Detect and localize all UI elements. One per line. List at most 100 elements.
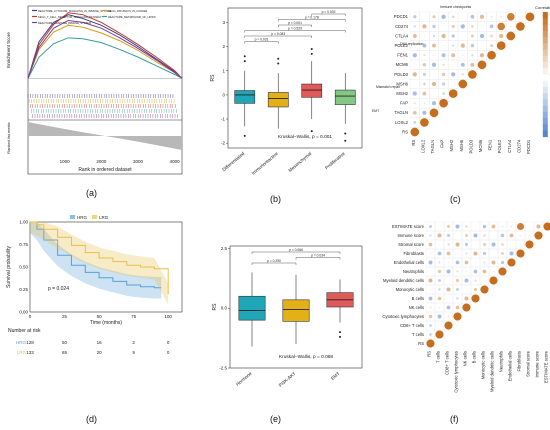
- corr-circle: [412, 91, 417, 96]
- grid-cell: [470, 293, 481, 304]
- corr-circle: [430, 271, 431, 272]
- group-label: EMT: [372, 109, 379, 113]
- row-label: CD8+ T cells: [400, 323, 424, 328]
- col-label: POLD3: [468, 139, 473, 153]
- x-tick-label: EMT: [330, 371, 341, 381]
- corr-circle: [452, 83, 454, 85]
- col-label: T cells: [436, 351, 441, 363]
- corr-circle: [455, 305, 460, 310]
- corr-circle: [428, 314, 433, 319]
- corr-circle: [429, 333, 432, 336]
- x-tick-label: 50: [97, 314, 103, 319]
- es-curve-4: [27, 19, 183, 79]
- box-hormone: [238, 295, 266, 321]
- panel-f: ESTIMATE score Immune score Stromal score F…: [370, 212, 550, 412]
- corr-circle: [412, 110, 417, 115]
- corr-circle: [491, 242, 496, 247]
- corr-circle: [455, 260, 460, 265]
- col-label: RS: [427, 351, 432, 357]
- legend-label: LRG: [99, 215, 109, 220]
- row-label: MSH6: [396, 81, 408, 86]
- grid-cell: [515, 21, 526, 32]
- corr-circle: [446, 287, 451, 292]
- corr-circle: [490, 44, 494, 48]
- legend-label: HRG: [77, 215, 87, 220]
- corr-circle: [500, 233, 505, 238]
- comparison-bracket: [244, 41, 279, 44]
- y-axis-label: RS: [210, 74, 216, 82]
- x-tick-label: 25: [62, 314, 68, 319]
- x-tick-label: Differentiated: [221, 151, 245, 173]
- corr-circle: [451, 34, 455, 38]
- corr-circle: [483, 261, 486, 264]
- risk-table-title: Number at risk: [8, 328, 41, 334]
- y-axis-label: RS: [212, 303, 218, 311]
- comparison-bracket: [278, 19, 346, 22]
- corr-circle: [442, 82, 446, 86]
- risk-count: 16: [97, 340, 103, 345]
- corr-circle: [442, 63, 445, 66]
- y-axis-label: Enrichment Score: [6, 32, 11, 68]
- corr-circle: [448, 280, 449, 281]
- legend-swatch: [92, 215, 97, 219]
- colorbar-segment: [542, 30, 548, 38]
- grid-cell: [452, 311, 463, 322]
- corr-circle: [465, 270, 468, 273]
- corr-circle: [420, 118, 429, 127]
- panel-label-a: (a): [86, 188, 97, 198]
- corr-circle: [501, 225, 504, 228]
- row-label: ESTIMATE score: [392, 224, 425, 229]
- y-tick-label: 2.5: [221, 246, 228, 251]
- col-label: PDCD1: [526, 139, 531, 154]
- corr-circle: [413, 120, 417, 124]
- row-label: Fibroblasts: [404, 251, 424, 256]
- corr-circle: [429, 252, 432, 255]
- corr-circle: [511, 244, 512, 245]
- corr-circle: [422, 24, 427, 29]
- corr-circle: [471, 294, 480, 303]
- corr-circle: [501, 243, 504, 246]
- corr-circle: [452, 44, 455, 47]
- grid-cell: [425, 338, 436, 349]
- corr-circle: [456, 297, 459, 300]
- outlier-point: [344, 132, 347, 135]
- comparison-bracket: [244, 35, 312, 38]
- outlier-point: [310, 52, 313, 55]
- box-immunoreactive: [267, 92, 289, 108]
- colorbar-segment: [542, 12, 548, 19]
- corr-circle: [438, 306, 441, 309]
- colorbar-segment: [542, 86, 548, 94]
- corr-circle: [492, 270, 495, 273]
- col-label: NK cells: [463, 351, 468, 366]
- kruskal-wallis-label: Kruskal−Wallis, p = 0.001: [278, 134, 333, 140]
- colorbar-segment: [542, 24, 548, 32]
- col-label: FEN1: [488, 139, 493, 150]
- corr-circle: [429, 234, 432, 237]
- y-tick-label: 2: [222, 44, 225, 49]
- x-tick-label: 4000: [170, 159, 181, 164]
- corr-circle: [422, 110, 427, 115]
- corr-circle: [433, 93, 435, 95]
- comparison-pvalue: p = 0.083: [271, 32, 285, 36]
- grid-cell: [409, 127, 420, 137]
- x-tick-label: Proliferative: [324, 151, 346, 171]
- corr-circle: [516, 249, 525, 258]
- x-tick-label: Mesenchymal: [287, 151, 312, 173]
- corr-circle: [451, 53, 456, 58]
- row-label: MSH2: [396, 91, 408, 96]
- y-axis-label-metric: Ranked list metric: [6, 122, 11, 154]
- corr-circle: [506, 31, 516, 41]
- outlier-point: [339, 331, 341, 334]
- corr-circle: [470, 14, 475, 19]
- plot-frame: [229, 245, 363, 369]
- row-label: RS: [402, 129, 408, 134]
- x-tick-label: 1000: [60, 159, 71, 164]
- corr-circle: [438, 261, 441, 264]
- corr-circle: [497, 22, 505, 31]
- corr-circle: [456, 270, 459, 273]
- corr-circle: [441, 14, 446, 19]
- corr-circle: [493, 253, 494, 254]
- corr-circle: [482, 269, 487, 274]
- gsea-chart: REACTOME_CYTOKINE_SIGNALING_IN_IMMUNE_SY…: [6, 5, 183, 175]
- corr-circle: [493, 235, 494, 236]
